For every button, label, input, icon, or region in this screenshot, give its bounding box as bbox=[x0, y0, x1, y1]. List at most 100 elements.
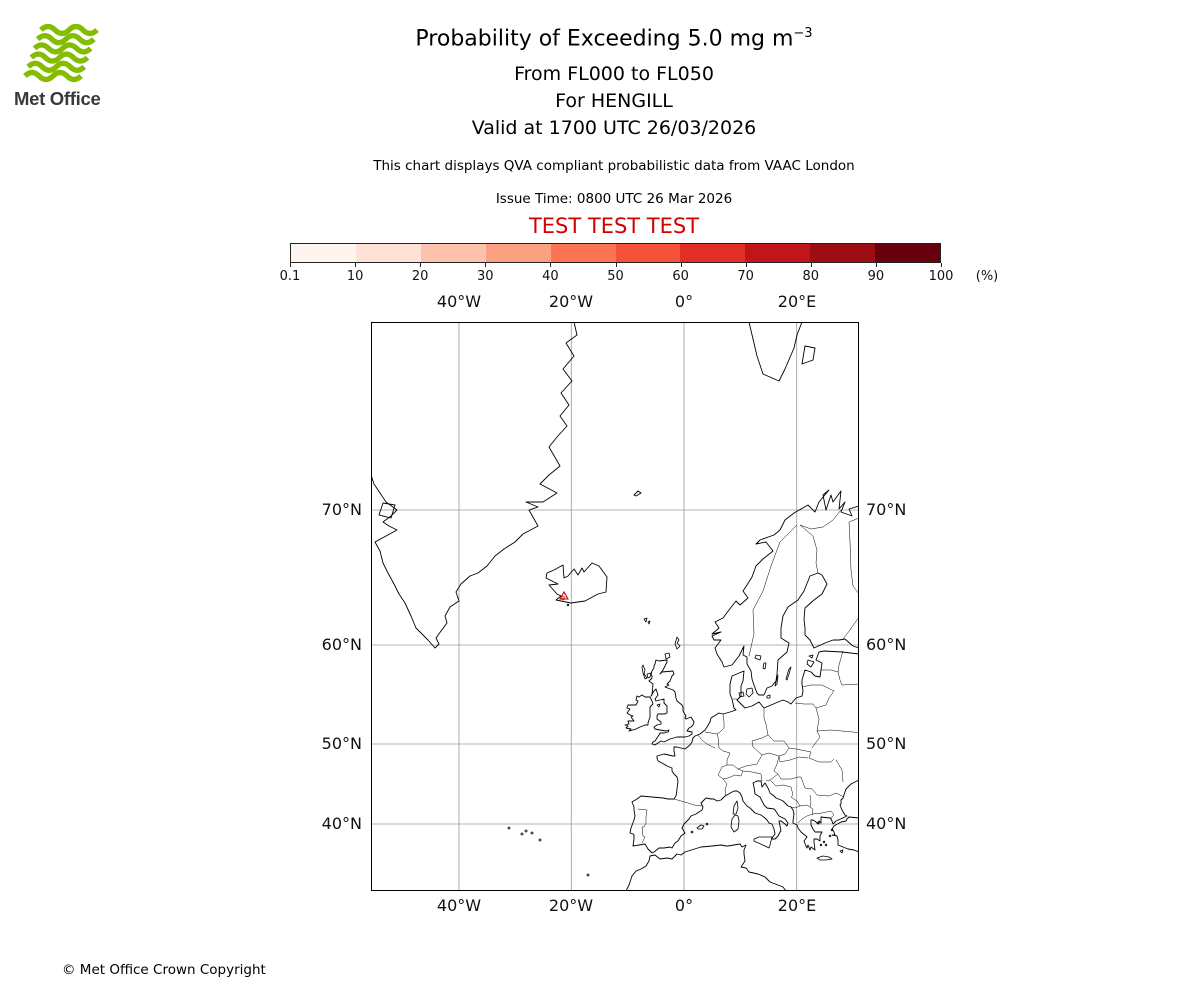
lat-label-left-50n: 50°N bbox=[321, 734, 362, 753]
met-office-logo-waves bbox=[23, 23, 99, 83]
island-aegean bbox=[830, 828, 834, 832]
island-funen bbox=[738, 691, 745, 698]
colorbar-tickmark bbox=[680, 263, 682, 267]
borders-central-europe bbox=[717, 708, 845, 798]
colorbar-tick-label: 50 bbox=[607, 269, 624, 284]
map bbox=[370, 321, 860, 892]
colorbar-tickmark bbox=[355, 263, 357, 267]
colorbar-segment bbox=[745, 244, 811, 262]
volcano-triangle-icon bbox=[559, 590, 569, 600]
colorbar-tick-label: 80 bbox=[802, 269, 820, 284]
island-zealand bbox=[745, 687, 754, 698]
colorbar-tick-label: 30 bbox=[477, 269, 494, 284]
lon-label-top-20w: 20°W bbox=[548, 292, 594, 311]
island-saaremaa bbox=[806, 659, 815, 668]
borders-nordic bbox=[748, 509, 860, 657]
coast-ireland bbox=[624, 694, 654, 732]
lon-label-bottom-40w: 40°W bbox=[436, 896, 482, 915]
colorbar-tickmark bbox=[485, 263, 487, 267]
colorbar-segment bbox=[615, 244, 681, 262]
map-canvas bbox=[370, 321, 860, 892]
colorbar-tickmark bbox=[290, 263, 291, 267]
colorbar-segment bbox=[810, 244, 876, 262]
colorbar-tick-label: 100 bbox=[928, 269, 954, 284]
coast-continental-europe bbox=[629, 650, 860, 854]
island-sardinia bbox=[730, 814, 740, 833]
coast-edgeoya bbox=[801, 345, 816, 365]
colorbar-tick-label: 10 bbox=[346, 269, 364, 284]
coast-iceland bbox=[545, 562, 608, 604]
lat-label-left-40n: 40°N bbox=[321, 814, 362, 833]
coast-disko-island bbox=[378, 502, 396, 519]
colorbar bbox=[290, 243, 941, 263]
valid-time-line: Valid at 1700 UTC 26/03/2026 bbox=[471, 117, 757, 139]
met-office-logo: Met Office bbox=[14, 23, 124, 109]
met-office-logo-text: Met Office bbox=[14, 88, 101, 109]
lat-label-left-60n: 60°N bbox=[321, 635, 362, 654]
colorbar-segment bbox=[875, 244, 941, 262]
island-ibiza bbox=[690, 830, 694, 834]
copyright: © Met Office Crown Copyright bbox=[62, 962, 266, 978]
island-sicily bbox=[753, 836, 773, 849]
island-skye bbox=[646, 672, 652, 679]
test-banner: TEST TEST TEST bbox=[528, 214, 700, 238]
lat-label-left-70n: 70°N bbox=[321, 500, 362, 519]
island-oland bbox=[774, 674, 779, 687]
colorbar-tick-label: 70 bbox=[737, 269, 754, 284]
coast-anatolia bbox=[831, 816, 860, 853]
colorbar-segment bbox=[420, 244, 486, 262]
island-rhodes bbox=[839, 849, 844, 854]
lon-label-top-20e: 20°E bbox=[777, 292, 817, 311]
island-crete bbox=[816, 855, 833, 861]
borders-baltic bbox=[794, 650, 860, 749]
lat-label-right-60n: 60°N bbox=[866, 635, 907, 654]
coast-scandinavia bbox=[711, 489, 860, 696]
island-faroe bbox=[643, 617, 651, 625]
colorbar-segment bbox=[680, 244, 746, 262]
colorbar-tickmark bbox=[941, 263, 942, 267]
island-outer-hebrides bbox=[641, 664, 648, 680]
island-madeira bbox=[586, 873, 590, 877]
lon-label-top-0: 0° bbox=[674, 292, 694, 311]
colorbar-segment bbox=[355, 244, 421, 262]
island-vestmannaeyjar bbox=[566, 603, 570, 607]
colorbar-tickmark bbox=[615, 263, 617, 267]
lat-label-right-40n: 40°N bbox=[866, 814, 907, 833]
lat-label-right-70n: 70°N bbox=[866, 500, 907, 519]
flight-levels-line: From FL000 to FL050 bbox=[514, 63, 714, 85]
colorbar-tickmark bbox=[420, 263, 422, 267]
chart-title-exponent: −3 bbox=[793, 26, 813, 41]
colorbar-tick-label: 90 bbox=[867, 269, 885, 284]
colorbar-tickmark bbox=[875, 263, 877, 267]
colorbar-ticks: 0.1 10 20 30 40 50 60 70 80 90 100 bbox=[280, 263, 953, 291]
lat-label-right-50n: 50°N bbox=[866, 734, 907, 753]
coast-svalbard bbox=[748, 321, 803, 382]
colorbar-tickmark bbox=[745, 263, 747, 267]
island-menorca bbox=[705, 822, 709, 826]
island-orkney bbox=[664, 652, 671, 660]
island-shetland bbox=[674, 636, 681, 650]
lake-vattern bbox=[762, 662, 767, 670]
coast-greenland bbox=[370, 321, 578, 649]
island-isle-of-man bbox=[656, 703, 661, 708]
colorbar-tickmark bbox=[550, 263, 552, 267]
volcano-line: For HENGILL bbox=[555, 90, 673, 112]
colorbar-tick-label: 0.1 bbox=[279, 269, 301, 284]
island-hiiumaa bbox=[808, 654, 814, 659]
lake-vanern bbox=[754, 654, 762, 661]
island-mallorca bbox=[696, 824, 705, 830]
chart-title: Probability of Exceeding 5.0 mg m−3 bbox=[28, 26, 1200, 51]
volcano-marker bbox=[559, 590, 569, 601]
island-azores bbox=[507, 826, 511, 830]
colorbar-tick-label: 20 bbox=[411, 269, 429, 284]
colorbar-unit: (%) bbox=[975, 269, 999, 284]
small-islands bbox=[507, 603, 844, 877]
coast-jan-mayen bbox=[633, 490, 642, 497]
colorbar-segment bbox=[550, 244, 616, 262]
chart-title-text: Probability of Exceeding 5.0 mg m bbox=[415, 26, 794, 52]
colorbar-segment bbox=[485, 244, 551, 262]
issue-time: Issue Time: 0800 UTC 26 Mar 2026 bbox=[495, 191, 733, 207]
graticule bbox=[371, 322, 859, 891]
island-bornholm bbox=[766, 694, 771, 699]
